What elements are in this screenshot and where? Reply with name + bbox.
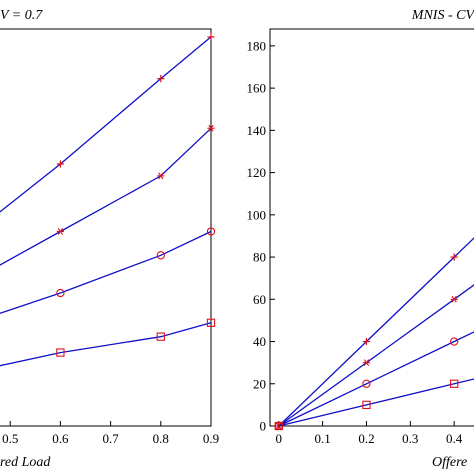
left-x-tick-label-2: 0.7 [102,431,119,446]
right-x-axis-label: Offere [432,455,467,470]
right-x-tick-label-0: 0 [276,431,283,446]
left-series-1-line [0,127,212,266]
left-x-tick-label-3: 0.8 [153,431,169,446]
left-x-tick-label-4: 0.9 [203,431,219,446]
right-y-tick-label-1: 20 [253,376,266,391]
right-y-tick-label-7: 140 [247,123,267,138]
right-x-tick-label-1: 0.1 [314,431,330,446]
left-series-3-point-2 [156,332,165,341]
left-series-2-line [0,230,212,315]
right-series-1-line [278,284,474,427]
right-x-tick-label-2: 0.2 [358,431,374,446]
left-series-1-point-2 [157,172,165,180]
right-series-1-point-0-c [276,422,282,430]
right-y-tick-label-9: 180 [247,38,267,53]
left-x-tick-label-0: 0.5 [2,431,18,446]
left-x-axis-label: red Load [0,455,51,470]
left-series-1-point-1 [56,228,64,235]
left-series-1-point-3-c [208,124,214,132]
left-series-1-point-3 [207,124,215,132]
right-series-1-point-2-c [451,295,457,303]
right-series-1-point-1 [362,359,371,367]
left-series-0-point-3 [207,33,215,41]
right-series-1-point-2 [450,295,458,303]
right-y-tick-label-0: 0 [260,419,267,434]
right-x-tick-label-4: 0.4 [446,431,463,446]
right-series-3-line [278,378,474,427]
right-series-3-point-2 [450,379,459,388]
left-series-0-line [0,36,212,213]
left-series-2-point-1 [56,288,65,298]
left-series-2-point-2 [156,251,165,260]
right-y-tick-label-3: 60 [253,292,266,307]
right-series-3-point-1 [362,400,371,410]
right-plot-area: 0 0.1 0.2 0.3 0.4 0 20 40 60 80 100 120 140 160 180 [247,38,474,446]
left-plot-frame [0,28,212,427]
left-chart-title: V = 0.7 [0,8,43,23]
left-series-0-point-1 [56,160,64,168]
right-y-tick-label-8: 160 [247,81,267,96]
right-y-tick-label-6: 120 [247,165,267,180]
right-y-tick-label-5: 100 [247,207,267,222]
left-series-3-line [0,322,212,367]
right-series-2-line [278,331,474,427]
left-x-tick-label-1: 0.6 [52,431,69,446]
right-y-tick-label-2: 40 [253,334,266,349]
right-x-tick-label-3: 0.3 [402,431,418,446]
left-series-2-point-3 [206,227,216,236]
right-series-3-point-0 [274,421,283,431]
left-plot-area: 0.5 0.6 0.7 0.8 0.9 [0,33,219,446]
right-series-2-point-1 [362,379,371,388]
right-series-0-point-1 [362,337,371,346]
right-chart-title: MNIS - CV [411,8,474,23]
left-series-1-point-2-c [158,172,164,180]
right-series-1-point-1-c [363,359,370,367]
left-series-3-point-1 [56,348,65,357]
right-y-tick-label-4: 80 [253,250,266,265]
right-series-2-point-2 [450,337,459,346]
left-series-1-point-1-c [57,228,64,235]
right-series-0-line [278,237,474,427]
right-plot-frame [269,28,474,427]
right-series-0-point-2 [450,253,458,261]
left-series-3-point-3 [206,318,216,327]
left-series-0-point-2 [157,75,165,83]
